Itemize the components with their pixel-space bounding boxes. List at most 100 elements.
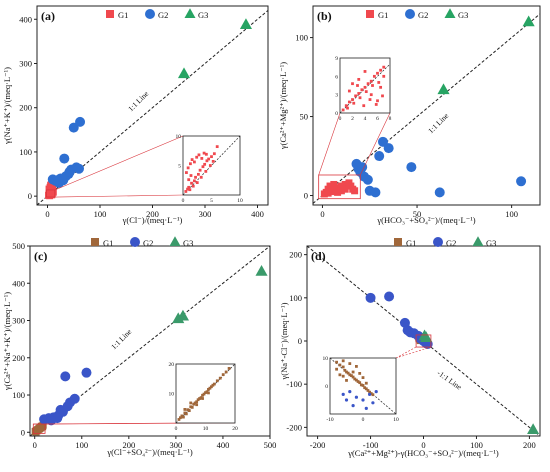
x-tick-label: 300 [199, 209, 212, 219]
inset-data-point [345, 370, 348, 374]
reference-line [36, 10, 269, 206]
data-point-g1 [324, 185, 332, 193]
legend-marker-g1 [106, 10, 114, 18]
inset-data-point [382, 74, 386, 78]
inset-x-tick-label: 0 [362, 417, 365, 423]
inset-data-point [358, 381, 362, 385]
inset-data-point [354, 94, 358, 98]
inset-data-point [364, 90, 368, 94]
x-axis-label: γ(Cl⁻)/(meq·L⁻¹) [122, 215, 183, 225]
data-point-g2 [53, 176, 63, 187]
legend-label: G3 [183, 238, 193, 248]
data-point-g3 [420, 331, 433, 342]
inset-data-point [180, 414, 184, 418]
inset-data-point [177, 418, 181, 421]
legend-marker-g3 [444, 8, 456, 19]
inset-data-point [187, 409, 191, 413]
data-point-g3 [437, 83, 450, 95]
inset-data-point [355, 365, 358, 368]
data-point-g2 [384, 291, 395, 302]
legend: G1 G2 G3 [91, 236, 193, 248]
inset-data-point [351, 375, 355, 379]
legend-marker-g2 [433, 237, 443, 247]
legend-label: G3 [486, 238, 496, 248]
legend-marker-g3 [472, 236, 484, 247]
inset-data-point [196, 398, 200, 402]
inset-data-point [344, 398, 349, 402]
zoom-link [318, 112, 341, 176]
inset-data-point [198, 168, 202, 172]
y-tick-label: 200 [289, 250, 302, 260]
inset-data-point [202, 392, 206, 396]
inset-data-point [381, 94, 384, 98]
inset-data-point [191, 184, 195, 188]
data-point-g2 [81, 367, 92, 378]
inset-data-point [358, 96, 362, 100]
x-tick-label: 100 [94, 209, 107, 219]
inset-data-point [335, 367, 338, 371]
legend: G1 G2 G3 [366, 8, 468, 20]
inset-data-point [335, 360, 338, 364]
inset-data-point [358, 372, 362, 375]
inset-data-point [347, 100, 351, 104]
inset-data-point [227, 367, 231, 370]
inset-data-point [205, 159, 209, 163]
data-point-g2 [383, 143, 394, 154]
legend-marker-g1 [366, 10, 374, 18]
inset-data-point [341, 108, 345, 112]
inset-data-point [204, 170, 208, 173]
inset-data-point [192, 402, 196, 406]
inset-data-point [218, 376, 222, 380]
inset-data-point [357, 92, 361, 95]
inset-data-point [195, 403, 199, 407]
inset-data-point [379, 68, 383, 72]
legend-label: G2 [143, 238, 153, 248]
data-point-g3 [522, 15, 535, 27]
inset-data-point [201, 397, 204, 400]
y-tick-label: 400 [12, 278, 25, 288]
data-point-g2 [357, 162, 368, 173]
y-tick-label: -200 [286, 422, 302, 432]
inset-data-point [371, 393, 375, 397]
panel-label: (b) [317, 9, 332, 23]
inset-data-point [201, 393, 204, 397]
zoom-region [318, 174, 361, 200]
inset-y-tick-label: 10 [323, 356, 329, 362]
inset-data-point [379, 85, 383, 89]
inset-data-point [348, 362, 352, 365]
plot-frame [29, 245, 271, 437]
inset-data-point [211, 383, 215, 387]
inset-y-tick-label: 20 [169, 362, 175, 368]
inset-data-point [341, 359, 345, 363]
data-point-g2 [60, 371, 71, 382]
inset-data-point [376, 71, 379, 75]
inset-x-tick-label: -10 [326, 417, 334, 423]
y-tick-label: 0 [28, 191, 32, 201]
data-point-g3 [177, 67, 191, 79]
legend-label: G1 [103, 238, 113, 248]
x-tick-label: 0 [45, 209, 49, 219]
y-axis-label: γ(Na⁺-Cl⁻)/(meq·L⁻¹) [279, 302, 289, 380]
inset-data-point [361, 376, 365, 379]
inset-data-point [189, 405, 193, 409]
reference-line [312, 13, 541, 204]
inset-data-point [363, 386, 367, 390]
data-point-g1 [45, 185, 53, 193]
inset-y-tick-label: 10 [176, 134, 182, 140]
data-point-g2 [59, 153, 70, 164]
y-axis-label: γ(Na⁺+K⁺)/(meq·L⁻¹) [2, 67, 12, 145]
inset-data-point [354, 395, 358, 399]
inset-data-point [346, 371, 350, 375]
inset-plot: -10 0 10 0 10 [323, 356, 400, 423]
inset-data-point [189, 162, 192, 166]
inset-x-tick-label: 0 [339, 116, 342, 122]
inset-data-point [357, 77, 361, 81]
inset-data-point [345, 379, 348, 382]
inset-data-point [351, 82, 354, 86]
inset-data-point [338, 363, 342, 367]
inset-x-tick-label: 10 [393, 417, 399, 423]
inset-data-point [359, 383, 363, 387]
inset-y-tick-label: 0 [325, 384, 328, 390]
inset-data-point [382, 65, 386, 69]
panel-b: 0 50 100 0 50 100 1:1 Line 0 2 4 6 8 0 3 6 9 (b) G1 G2 G3 γ(… [278, 5, 541, 225]
